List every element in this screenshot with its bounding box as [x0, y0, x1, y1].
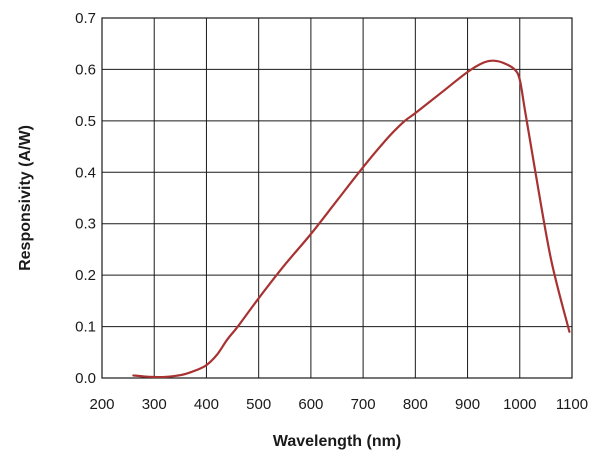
x-tick-label-800: 800: [403, 396, 428, 413]
y-tick-label-0.0: 0.0: [75, 370, 96, 387]
x-axis-title: Wavelength (nm): [273, 433, 401, 450]
x-tick-label-500: 500: [246, 396, 271, 413]
x-axis-ticks: 200 300 400 500 600 700 800 900 1000 1100: [89, 396, 588, 413]
y-tick-label-0.6: 0.6: [75, 61, 96, 78]
x-tick-label-300: 300: [142, 396, 167, 413]
y-axis-ticks: 0.0 0.1 0.2 0.3 0.4 0.5 0.6 0.7: [75, 10, 96, 387]
y-tick-label-0.1: 0.1: [75, 319, 96, 336]
grid: [101, 17, 573, 379]
y-tick-label-0.5: 0.5: [75, 113, 96, 130]
responsivity-curve: [132, 59, 571, 379]
x-tick-label-1100: 1100: [556, 396, 588, 413]
plot-frame: [101, 17, 573, 379]
y-tick-label-0.3: 0.3: [75, 216, 96, 233]
x-tick-label-600: 600: [298, 396, 323, 413]
y-tick-label-0.4: 0.4: [75, 164, 96, 181]
series-group: [132, 59, 571, 379]
x-tick-label-1000: 1000: [503, 396, 536, 413]
x-tick-label-400: 400: [194, 396, 219, 413]
y-tick-label-0.2: 0.2: [75, 267, 96, 284]
x-tick-label-200: 200: [89, 396, 114, 413]
y-axis-title: Responsivity (A/W): [17, 125, 34, 271]
x-tick-label-900: 900: [455, 396, 480, 413]
y-tick-label-0.7: 0.7: [75, 10, 96, 27]
x-tick-label-700: 700: [351, 396, 376, 413]
